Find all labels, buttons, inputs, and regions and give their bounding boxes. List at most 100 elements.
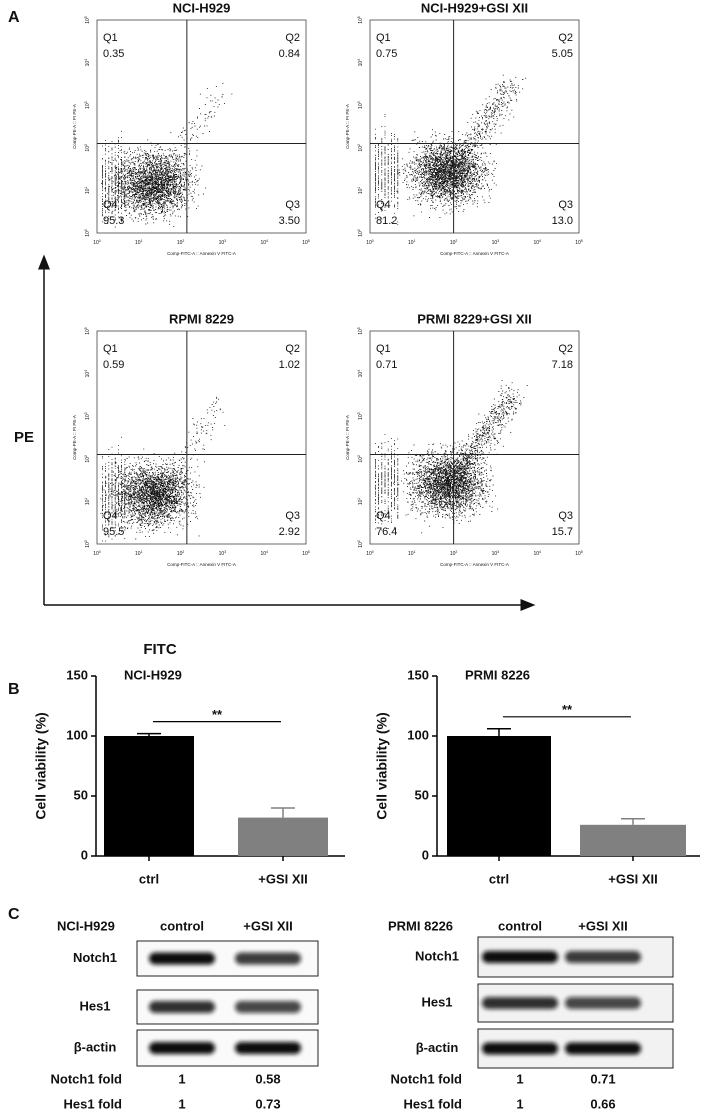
tick-base: 10	[85, 188, 91, 194]
fold-value: 0.66	[590, 1096, 615, 1111]
tick-base: 10	[302, 551, 308, 557]
tick-exponent: 1	[414, 550, 416, 554]
x-axis-label: FITC	[143, 641, 176, 658]
tick-label: 101	[84, 498, 91, 506]
tick-label: 100	[366, 239, 374, 246]
tick-base: 10	[85, 329, 91, 335]
tick-label: 103	[84, 101, 91, 109]
axis-text: Comp-FITC-A :: Annexin V FITC-A	[440, 251, 509, 256]
band	[565, 1042, 641, 1055]
quadrant-value: 0.84	[279, 48, 300, 60]
row-label: β-actin	[74, 1039, 117, 1054]
quadrant-value: 0.35	[103, 48, 124, 60]
plot-title: RPMI 8229	[169, 311, 234, 326]
tick-base: 10	[492, 240, 498, 246]
tick-label: 102	[450, 550, 458, 557]
axis-text: Comp-FITC-A :: Annexin V FITC-A	[167, 562, 236, 567]
tick-exponent: 0	[84, 229, 88, 231]
quadrant-value: 5.05	[552, 48, 573, 60]
tick-exponent: 1	[141, 550, 143, 554]
tick-base: 10	[85, 499, 91, 505]
row-label: Hes1	[79, 998, 110, 1013]
tick-base: 10	[358, 329, 364, 335]
fold-label: Notch1 fold	[391, 1071, 463, 1086]
tick-base: 10	[85, 414, 91, 420]
tick-exponent: 0	[99, 239, 101, 243]
tick-label: 100	[357, 229, 364, 237]
tick-label: 100	[84, 540, 91, 548]
tick-label: 100	[366, 550, 374, 557]
axis-text: Comp-PE-A :: PI PE-A	[72, 415, 77, 460]
tick-base: 10	[408, 240, 414, 246]
y-axis-label: Cell viability (%)	[33, 712, 49, 819]
panel-label: C	[8, 906, 20, 923]
tick-label: 101	[357, 498, 364, 506]
tick-base: 10	[366, 551, 372, 557]
bar	[238, 817, 328, 856]
tick-base: 10	[358, 457, 364, 463]
quadrant-name: Q1	[376, 343, 391, 355]
tick-base: 10	[85, 146, 91, 152]
tick-label: 101	[84, 187, 91, 195]
tick-base: 10	[93, 551, 99, 557]
tick-label: 100	[357, 540, 364, 548]
tick-base: 10	[450, 240, 456, 246]
tick-base: 10	[358, 372, 364, 378]
plot-frame	[369, 330, 580, 545]
tick-base: 10	[408, 551, 414, 557]
quadrant-name: Q2	[285, 32, 300, 44]
event-dots	[101, 82, 233, 228]
fold-value: 0.73	[255, 1096, 280, 1111]
quadrant-name: Q1	[103, 343, 118, 355]
tick-exponent: 3	[224, 239, 226, 243]
tick-base: 10	[358, 18, 364, 24]
band	[482, 997, 558, 1009]
tick-base: 10	[260, 551, 266, 557]
event-dots	[375, 379, 528, 534]
x-tick-label: +GSI XII	[608, 871, 658, 886]
quadrant-name: Q3	[285, 510, 300, 522]
tick-exponent: 3	[357, 101, 361, 103]
tick-exponent: 0	[84, 540, 88, 542]
fold-value: 0.58	[255, 1071, 280, 1086]
quadrant-name: Q4	[103, 510, 118, 522]
row-label: Notch1	[415, 948, 459, 963]
tick-exponent: 5	[581, 550, 583, 554]
fold-value: 1	[178, 1071, 185, 1086]
quadrant-value: 1.02	[279, 359, 300, 371]
tick-label: 105	[575, 550, 583, 557]
tick-base: 10	[135, 551, 141, 557]
row-label: Hes1	[421, 994, 452, 1009]
tick-label: 103	[492, 239, 500, 246]
tick-base: 10	[302, 240, 308, 246]
axis-text: Comp-PE-A :: PI PE-A	[345, 415, 350, 460]
band	[235, 952, 301, 965]
significance-mark: **	[562, 702, 573, 717]
tick-base: 10	[358, 188, 364, 194]
event-dots	[375, 74, 527, 226]
tick-base: 10	[358, 103, 364, 109]
panel-label: A	[8, 9, 20, 26]
plot-title: NCI-H929+GSI XII	[421, 0, 528, 15]
chart-title: PRMI 8226	[465, 667, 530, 682]
tick-label: 104	[357, 370, 364, 378]
y-tick-label: 50	[74, 787, 88, 802]
event-dots	[100, 396, 226, 542]
tick-base: 10	[177, 240, 183, 246]
tick-base: 10	[85, 103, 91, 109]
band	[235, 1001, 301, 1013]
tick-exponent: 1	[357, 187, 361, 189]
tick-exponent: 2	[455, 550, 457, 554]
tick-label: 101	[135, 239, 143, 246]
tick-label: 105	[84, 16, 91, 24]
x-tick-label: ctrl	[489, 871, 509, 886]
quadrant-value: 0.71	[376, 359, 397, 371]
tick-exponent: 0	[99, 550, 101, 554]
bar	[104, 736, 194, 856]
quadrant-value: 0.59	[103, 359, 124, 371]
quadrant-name: Q3	[558, 199, 573, 211]
tick-label: 105	[84, 327, 91, 335]
axis-text: Comp-PE-A :: PI PE-A	[72, 104, 77, 149]
tick-label: 101	[135, 550, 143, 557]
band	[149, 952, 215, 965]
